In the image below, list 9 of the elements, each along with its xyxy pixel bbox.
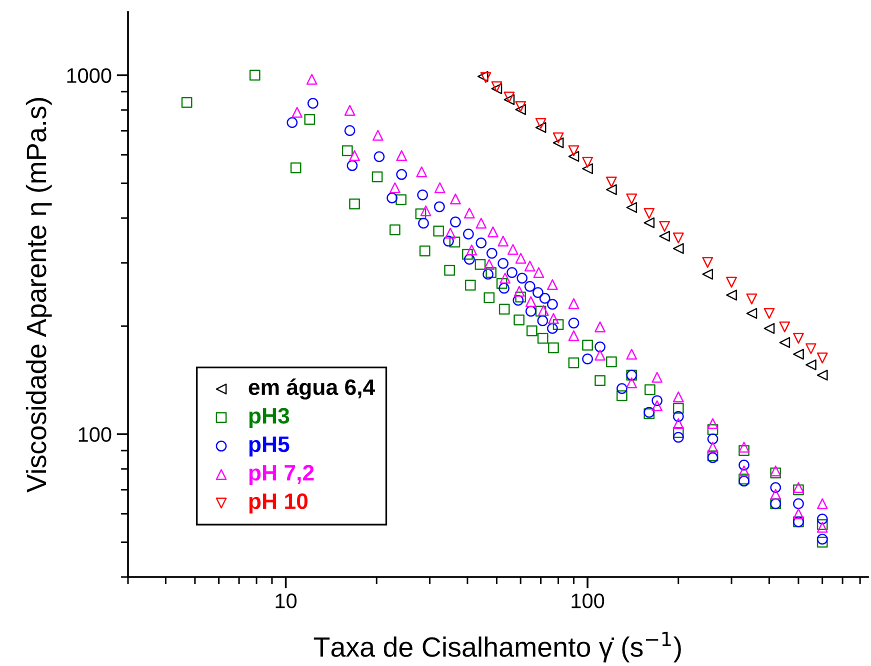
legend-label: pH 10: [249, 493, 308, 514]
legend-label: pH3: [249, 408, 290, 428]
y-tick-label: 1000: [67, 68, 112, 83]
legend-label: pH5: [249, 436, 290, 457]
x-axis-title: Taxa de Cisalhamento γ̇ (s$^{−1}$): [314, 632, 681, 662]
legend-label: pH 7,2: [249, 464, 314, 486]
y-axis-title: Viscosidade Aparente η (mPa.s): [26, 98, 52, 493]
legend-label: em água 6,4: [248, 378, 376, 400]
x-tick-label: 10: [276, 594, 297, 608]
